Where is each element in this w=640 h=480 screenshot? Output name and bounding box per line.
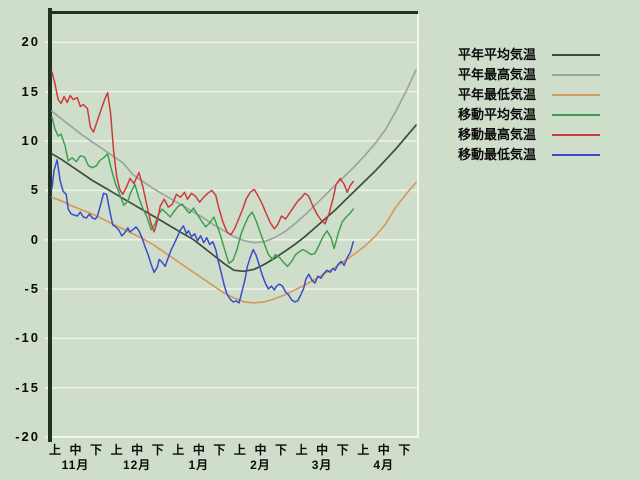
x-axis-period-label: 中 bbox=[377, 443, 390, 457]
legend-swatch-normal-min bbox=[552, 94, 600, 96]
y-axis-label-0: 0 bbox=[30, 231, 40, 247]
y-axis-label-20: 20 bbox=[21, 34, 40, 50]
gridline-15 bbox=[52, 90, 417, 93]
series-line-normal-max bbox=[51, 69, 417, 244]
y-axis-label--10: -10 bbox=[15, 330, 40, 346]
x-axis-period-label: 中 bbox=[131, 443, 144, 457]
x-axis-period-label: 下 bbox=[398, 443, 411, 457]
y-axis-label-10: 10 bbox=[21, 133, 40, 149]
x-axis-period-label: 上 bbox=[357, 443, 370, 457]
legend-swatch-normal-max bbox=[552, 74, 600, 76]
plot-bottom-border bbox=[52, 436, 419, 438]
gridline--10 bbox=[52, 337, 417, 340]
x-axis-month-label-1: 11月 bbox=[61, 458, 90, 472]
gridline--5 bbox=[52, 288, 417, 290]
legend-label-moving-min: 移動最低気温 bbox=[458, 147, 537, 162]
x-axis-period-label: 中 bbox=[316, 443, 329, 457]
x-axis-period-label: 中 bbox=[192, 443, 205, 457]
x-axis-period-label: 中 bbox=[254, 443, 267, 457]
series-line-moving-max bbox=[51, 71, 355, 236]
y-axis-label-5: 5 bbox=[30, 182, 40, 198]
gridline-10 bbox=[52, 140, 417, 142]
legend-swatch-moving-max bbox=[552, 134, 600, 136]
legend-label-normal-max: 平年最高気温 bbox=[458, 67, 537, 82]
x-axis-month-label-4: 2月 bbox=[250, 458, 271, 472]
plot-top-border bbox=[48, 11, 418, 14]
x-axis-period-label: 上 bbox=[110, 443, 123, 457]
gridline-20 bbox=[52, 41, 417, 44]
legend-label-normal-min: 平年最低気温 bbox=[458, 87, 537, 102]
x-axis-month-label-6: 4月 bbox=[373, 458, 395, 472]
legend-label-moving-mean: 移動平均気温 bbox=[458, 107, 537, 122]
series-line-normal-min bbox=[51, 181, 417, 304]
legend-swatch-normal-mean bbox=[552, 54, 600, 56]
gridline--15 bbox=[52, 386, 417, 389]
x-axis-period-label: 下 bbox=[336, 443, 349, 457]
x-axis-period-label: 下 bbox=[90, 443, 103, 457]
y-axis-label--20: -20 bbox=[15, 429, 40, 445]
plot-right-border bbox=[417, 14, 419, 438]
gridline-5 bbox=[52, 189, 417, 192]
legend-label-normal-mean: 平年平均気温 bbox=[458, 47, 537, 62]
x-axis-period-label: 中 bbox=[69, 443, 82, 457]
x-axis-period-label: 上 bbox=[233, 443, 246, 457]
series-line-moving-min bbox=[51, 159, 355, 304]
x-axis-month-label-5: 3月 bbox=[311, 458, 333, 472]
series-line-moving-mean bbox=[51, 116, 355, 268]
x-axis-period-label: 上 bbox=[48, 443, 61, 457]
y-axis-label--15: -15 bbox=[15, 379, 40, 395]
x-axis-period-label: 下 bbox=[151, 443, 164, 457]
legend-swatch-moving-mean bbox=[552, 114, 600, 116]
x-axis-month-label-2: 12月 bbox=[122, 458, 152, 472]
y-axis-label--5: -5 bbox=[24, 281, 40, 297]
x-axis-month-label-3: 1月 bbox=[188, 458, 210, 472]
x-axis-period-label: 上 bbox=[172, 443, 185, 457]
x-axis-period-label: 上 bbox=[295, 443, 308, 457]
legend-swatch-moving-min bbox=[552, 154, 600, 156]
x-axis-period-label: 下 bbox=[213, 443, 226, 457]
y-axis-line bbox=[48, 8, 52, 442]
y-axis-label-15: 15 bbox=[21, 83, 40, 99]
x-axis-period-label: 下 bbox=[275, 443, 288, 457]
legend-label-moving-max: 移動最高気温 bbox=[458, 127, 537, 142]
gridline-0 bbox=[52, 238, 417, 241]
series-line-normal-mean bbox=[51, 124, 417, 273]
